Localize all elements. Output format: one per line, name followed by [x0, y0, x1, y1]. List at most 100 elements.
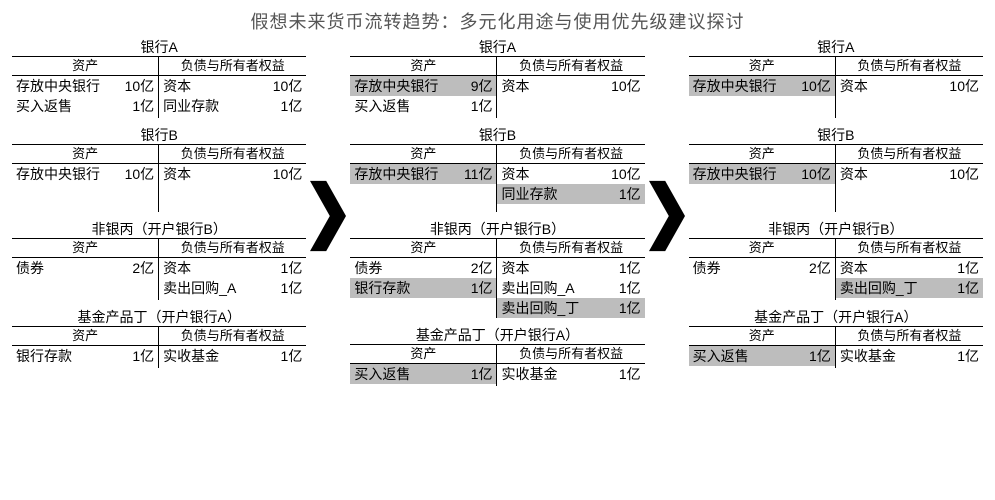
state-column: 银行A资产存放中央银行10亿负债与所有者权益资本10亿银行B资产存放中央银行10…	[689, 38, 983, 394]
account-row-label: 买入返售	[354, 364, 410, 384]
t-account-assets: 资产银行存款1亿	[12, 326, 159, 368]
account-row-label: 买入返售	[693, 346, 749, 366]
account-row-value: 10亿	[273, 76, 303, 96]
entity-block: 基金产品丁（开户银行A）资产银行存款1亿负债与所有者权益实收基金1亿	[12, 308, 306, 368]
account-row: 债券2亿	[12, 258, 158, 278]
entity-block: 银行B资产存放中央银行10亿负债与所有者权益资本10亿	[12, 126, 306, 212]
account-row-value: 1亿	[809, 346, 831, 366]
side-header: 负债与所有者权益	[836, 57, 983, 76]
account-row-label: 买入返售	[354, 96, 410, 116]
entity-title: 基金产品丁（开户银行A）	[689, 308, 983, 326]
account-row-value: 2亿	[132, 258, 154, 278]
t-account-assets: 资产存放中央银行10亿	[689, 144, 836, 212]
account-row-value: 1亿	[132, 346, 154, 366]
t-account-assets: 资产存放中央银行10亿	[689, 56, 836, 118]
account-row-value: 10亿	[949, 76, 979, 96]
arrow-icon	[649, 38, 685, 394]
account-row-value: 10亿	[125, 76, 155, 96]
account-row: 资本10亿	[159, 164, 306, 184]
side-header: 负债与所有者权益	[836, 145, 983, 164]
account-row-label: 资本	[840, 258, 868, 278]
page-title: 假想未来货币流转趋势：多元化用途与使用优先级建议探讨	[12, 8, 983, 34]
account-row-label: 资本	[501, 76, 529, 96]
t-account: 资产买入返售 1亿负债与所有者权益实收基金1亿	[689, 326, 983, 368]
account-row-label: 资本	[163, 76, 191, 96]
account-row-label: 银行存款	[16, 346, 72, 366]
t-account-liabilities: 负债与所有者权益资本 10亿	[836, 56, 983, 118]
account-row: 银行存款 1亿	[12, 346, 158, 366]
entity-title: 基金产品丁（开户银行A）	[350, 326, 644, 344]
entity-block: 银行A资产存放中央银行10亿买入返售1亿负债与所有者权益资本 10亿同业存款1亿	[12, 38, 306, 118]
account-row-value: 1亿	[957, 346, 979, 366]
t-account-assets: 资产债券2亿	[12, 238, 159, 300]
state-column: 银行A资产存放中央银行10亿买入返售1亿负债与所有者权益资本10亿同业存款1亿银…	[12, 38, 306, 394]
account-row-label: 存放中央银行	[354, 76, 438, 96]
account-row-label: 卖出回购_A	[163, 278, 236, 298]
t-account-liabilities: 负债与所有者权益资本1亿卖出回购_A 1亿	[159, 238, 306, 300]
entity-block: 银行A资产存放中央银行10亿负债与所有者权益资本10亿	[689, 38, 983, 118]
account-row-value: 1亿	[957, 258, 979, 278]
t-account: 资产存放中央银行10亿买入返售1亿负债与所有者权益资本 10亿同业存款1亿	[12, 56, 306, 118]
account-row-value: 10亿	[801, 164, 831, 184]
account-row: 实收基金1亿	[497, 364, 644, 384]
t-account-liabilities: 负债与所有者权益资本1亿卖出回购_丁1亿	[836, 238, 983, 300]
account-row-value: 1亿	[471, 364, 493, 384]
account-row: 买入返售1亿	[12, 96, 158, 116]
account-row: 存放中央银行 10亿	[689, 164, 835, 184]
entity-title: 银行B	[12, 126, 306, 144]
account-row-label: 存放中央银行	[693, 164, 777, 184]
account-row-value: 1亿	[619, 364, 641, 384]
account-row: 资本1亿	[159, 258, 306, 278]
side-header: 资产	[350, 239, 496, 258]
account-row-label: 卖出回购_丁	[501, 298, 579, 318]
account-row-label: 资本	[501, 164, 529, 184]
account-row-value: 1亿	[281, 278, 303, 298]
account-row-label: 存放中央银行	[354, 164, 438, 184]
account-row: 资本1亿	[497, 258, 644, 278]
account-row-value: 1亿	[281, 346, 303, 366]
side-header: 资产	[689, 327, 835, 346]
account-row-value: 1亿	[281, 258, 303, 278]
account-row-value: 1亿	[471, 96, 493, 116]
side-header: 负债与所有者权益	[497, 57, 644, 76]
t-account-assets: 资产存放中央银行9亿买入返售1亿	[350, 56, 497, 118]
t-account: 资产存放中央银行10亿负债与所有者权益资本10亿	[689, 144, 983, 212]
account-row: 卖出回购_A 1亿	[497, 278, 644, 298]
t-account-liabilities: 负债与所有者权益实收基金1亿	[836, 326, 983, 368]
entity-title: 非银丙（开户银行B）	[350, 220, 644, 238]
side-header: 资产	[350, 57, 496, 76]
t-account: 资产买入返售1亿负债与所有者权益实收基金1亿	[350, 344, 644, 386]
side-header: 负债与所有者权益	[159, 239, 306, 258]
account-row: 存放中央银行10亿	[12, 76, 158, 96]
account-row-value: 1亿	[619, 278, 641, 298]
entity-title: 银行A	[12, 38, 306, 56]
account-row-value: 2亿	[809, 258, 831, 278]
t-account-liabilities: 负债与所有者权益资本10亿	[159, 144, 306, 212]
state-column: 银行A资产存放中央银行9亿买入返售1亿负债与所有者权益资本10亿银行B资产存放中…	[350, 38, 644, 394]
account-row-value: 1亿	[619, 298, 641, 318]
account-row: 同业存款1亿	[159, 96, 306, 116]
account-row: 资本 10亿	[836, 164, 983, 184]
entity-title: 非银丙（开户银行B）	[689, 220, 983, 238]
account-row: 债券2亿	[350, 258, 496, 278]
t-account: 资产债券2亿银行存款1亿负债与所有者权益资本1亿卖出回购_A1亿卖出回购_丁1亿	[350, 238, 644, 318]
account-row-label: 资本	[840, 164, 868, 184]
account-row-label: 卖出回购_丁	[840, 278, 918, 298]
account-row-label: 资本	[840, 76, 868, 96]
t-account-assets: 资产存放中央银行11亿	[350, 144, 497, 212]
side-header: 资产	[12, 239, 158, 258]
account-row-label: 债券	[693, 258, 721, 278]
t-account: 资产银行存款1亿负债与所有者权益实收基金1亿	[12, 326, 306, 368]
entity-block: 银行A资产存放中央银行9亿买入返售1亿负债与所有者权益资本10亿	[350, 38, 644, 118]
account-row: 卖出回购_丁1亿	[836, 278, 983, 298]
t-account-assets: 资产存放中央银行10亿买入返售1亿	[12, 56, 159, 118]
account-row-value: 10亿	[611, 164, 641, 184]
account-row-value: 1亿	[471, 278, 493, 298]
account-row-value: 10亿	[949, 164, 979, 184]
account-row: 买入返售 1亿	[689, 346, 835, 366]
account-row-label: 卖出回购_A	[501, 278, 574, 298]
t-account-assets: 资产债券2亿银行存款1亿	[350, 238, 497, 318]
account-row-value: 1亿	[619, 184, 641, 204]
side-header: 负债与所有者权益	[159, 57, 306, 76]
account-row-value: 1亿	[132, 96, 154, 116]
